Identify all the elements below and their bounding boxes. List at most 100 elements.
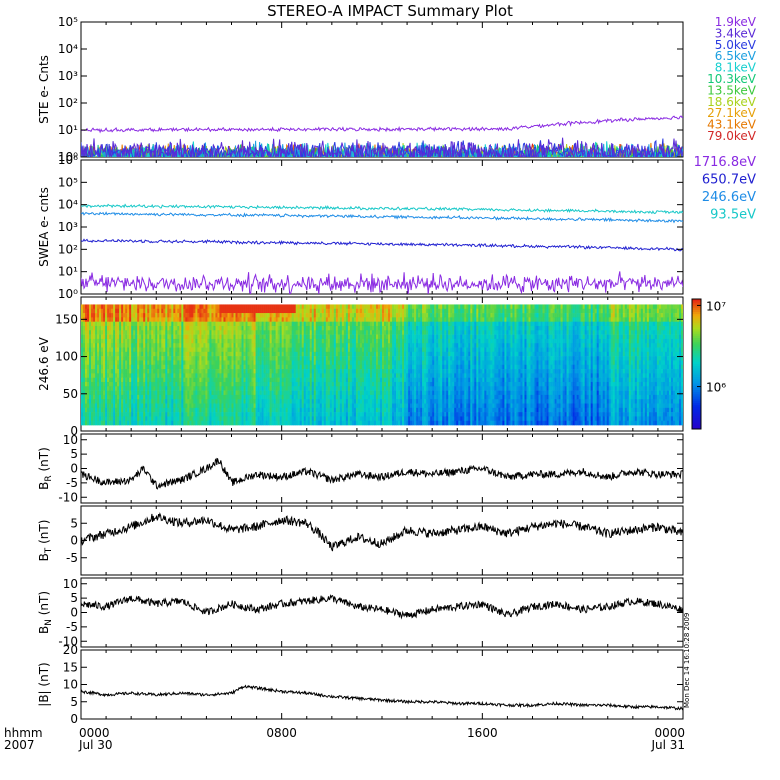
pad-cell [347, 308, 351, 314]
pad-cell [201, 420, 204, 426]
pad-cell [215, 377, 218, 383]
pad-cell [396, 420, 399, 426]
pad-cell [267, 304, 270, 310]
pad-cell [299, 390, 303, 396]
pad-cell [414, 377, 417, 383]
pad-cell [377, 403, 381, 409]
pad-cell [109, 394, 112, 400]
pad-cell [365, 321, 369, 327]
pad-cell [261, 407, 264, 413]
pad-cell [398, 334, 401, 340]
pad-cell [245, 373, 248, 378]
pad-cell [269, 386, 272, 391]
pad-cell [235, 381, 238, 387]
pad-cell [247, 304, 250, 310]
pad-cell [317, 394, 321, 400]
pad-cell [325, 412, 329, 417]
pad-cell [275, 334, 278, 340]
pad-cell [121, 334, 124, 340]
pad-cell [131, 407, 134, 413]
pad-cell [241, 381, 244, 387]
pad-cell [151, 364, 154, 370]
pad-cell [359, 347, 363, 353]
pad-cell [141, 420, 144, 426]
pad-cell [111, 317, 114, 322]
pad-cell [183, 403, 186, 409]
pad-cell [418, 373, 421, 378]
pad-cell [365, 338, 369, 344]
pad-cell [382, 386, 385, 391]
pad-cell [181, 356, 184, 361]
pad-cell [169, 373, 172, 378]
pad-cell [361, 304, 365, 310]
pad-cell [137, 321, 140, 327]
pad-cell [400, 360, 403, 366]
pad-cell [197, 338, 200, 344]
pad-cell [361, 317, 365, 322]
pad-cell [365, 334, 369, 340]
pad-cell [191, 364, 194, 370]
pad-cell [239, 317, 242, 322]
pad-cell [327, 369, 331, 374]
pad-cell [87, 373, 90, 378]
pad-cell [251, 343, 254, 348]
pad-cell [351, 330, 355, 335]
pad-cell [301, 420, 305, 426]
pad-cell [171, 313, 174, 318]
pad-cell [233, 351, 236, 357]
pad-cell [189, 347, 192, 353]
pad-cell [279, 407, 282, 413]
pad-cell [137, 394, 140, 400]
pad-cell [217, 334, 220, 340]
pad-cell [141, 386, 144, 391]
pad-cell [307, 377, 311, 383]
pad-cell [151, 317, 154, 322]
pad-cell [303, 330, 307, 335]
pad-cell [386, 420, 389, 426]
pad-cell [161, 369, 164, 374]
pad-cell [197, 313, 200, 318]
pad-cell [165, 403, 168, 409]
pad-cell [311, 373, 315, 378]
pad-cell [404, 420, 407, 426]
pad-cell [197, 386, 200, 391]
pad-cell [289, 338, 292, 344]
pad-cell [113, 360, 116, 366]
pad-cell [293, 412, 297, 417]
pad-cell [163, 343, 166, 348]
pad-cell [311, 325, 315, 331]
pad-cell [379, 338, 383, 344]
pad-cell [295, 390, 299, 396]
pad-cell [369, 399, 373, 404]
pad-cell [141, 343, 144, 348]
pad-cell [321, 420, 325, 426]
pad-cell [135, 412, 138, 417]
pad-cell [297, 330, 301, 335]
pad-cell [147, 420, 150, 426]
pad-cell [159, 420, 162, 426]
pad-cell [173, 317, 176, 322]
pad-cell [175, 399, 178, 404]
pad-cell [277, 325, 280, 331]
pad-cell [147, 377, 150, 383]
pad-cell [249, 356, 252, 361]
pad-cell [337, 334, 341, 340]
pad-cell [396, 308, 399, 314]
pad-cell [317, 304, 321, 310]
pad-cell [159, 399, 162, 404]
pad-cell [95, 325, 98, 331]
pad-cell [235, 403, 238, 409]
pad-cell [133, 317, 136, 322]
pad-cell [339, 420, 343, 426]
pad-cell [265, 360, 268, 366]
pad-cell [287, 356, 290, 361]
ste-ytick-label: 10¹ [58, 123, 78, 137]
pad-cell [89, 394, 92, 400]
pad-cell [117, 420, 120, 426]
pad-cell [157, 407, 160, 413]
pad-cell [257, 343, 260, 348]
pad-cell [149, 394, 152, 400]
pad-cell [361, 416, 365, 422]
pad-cell [135, 381, 138, 387]
